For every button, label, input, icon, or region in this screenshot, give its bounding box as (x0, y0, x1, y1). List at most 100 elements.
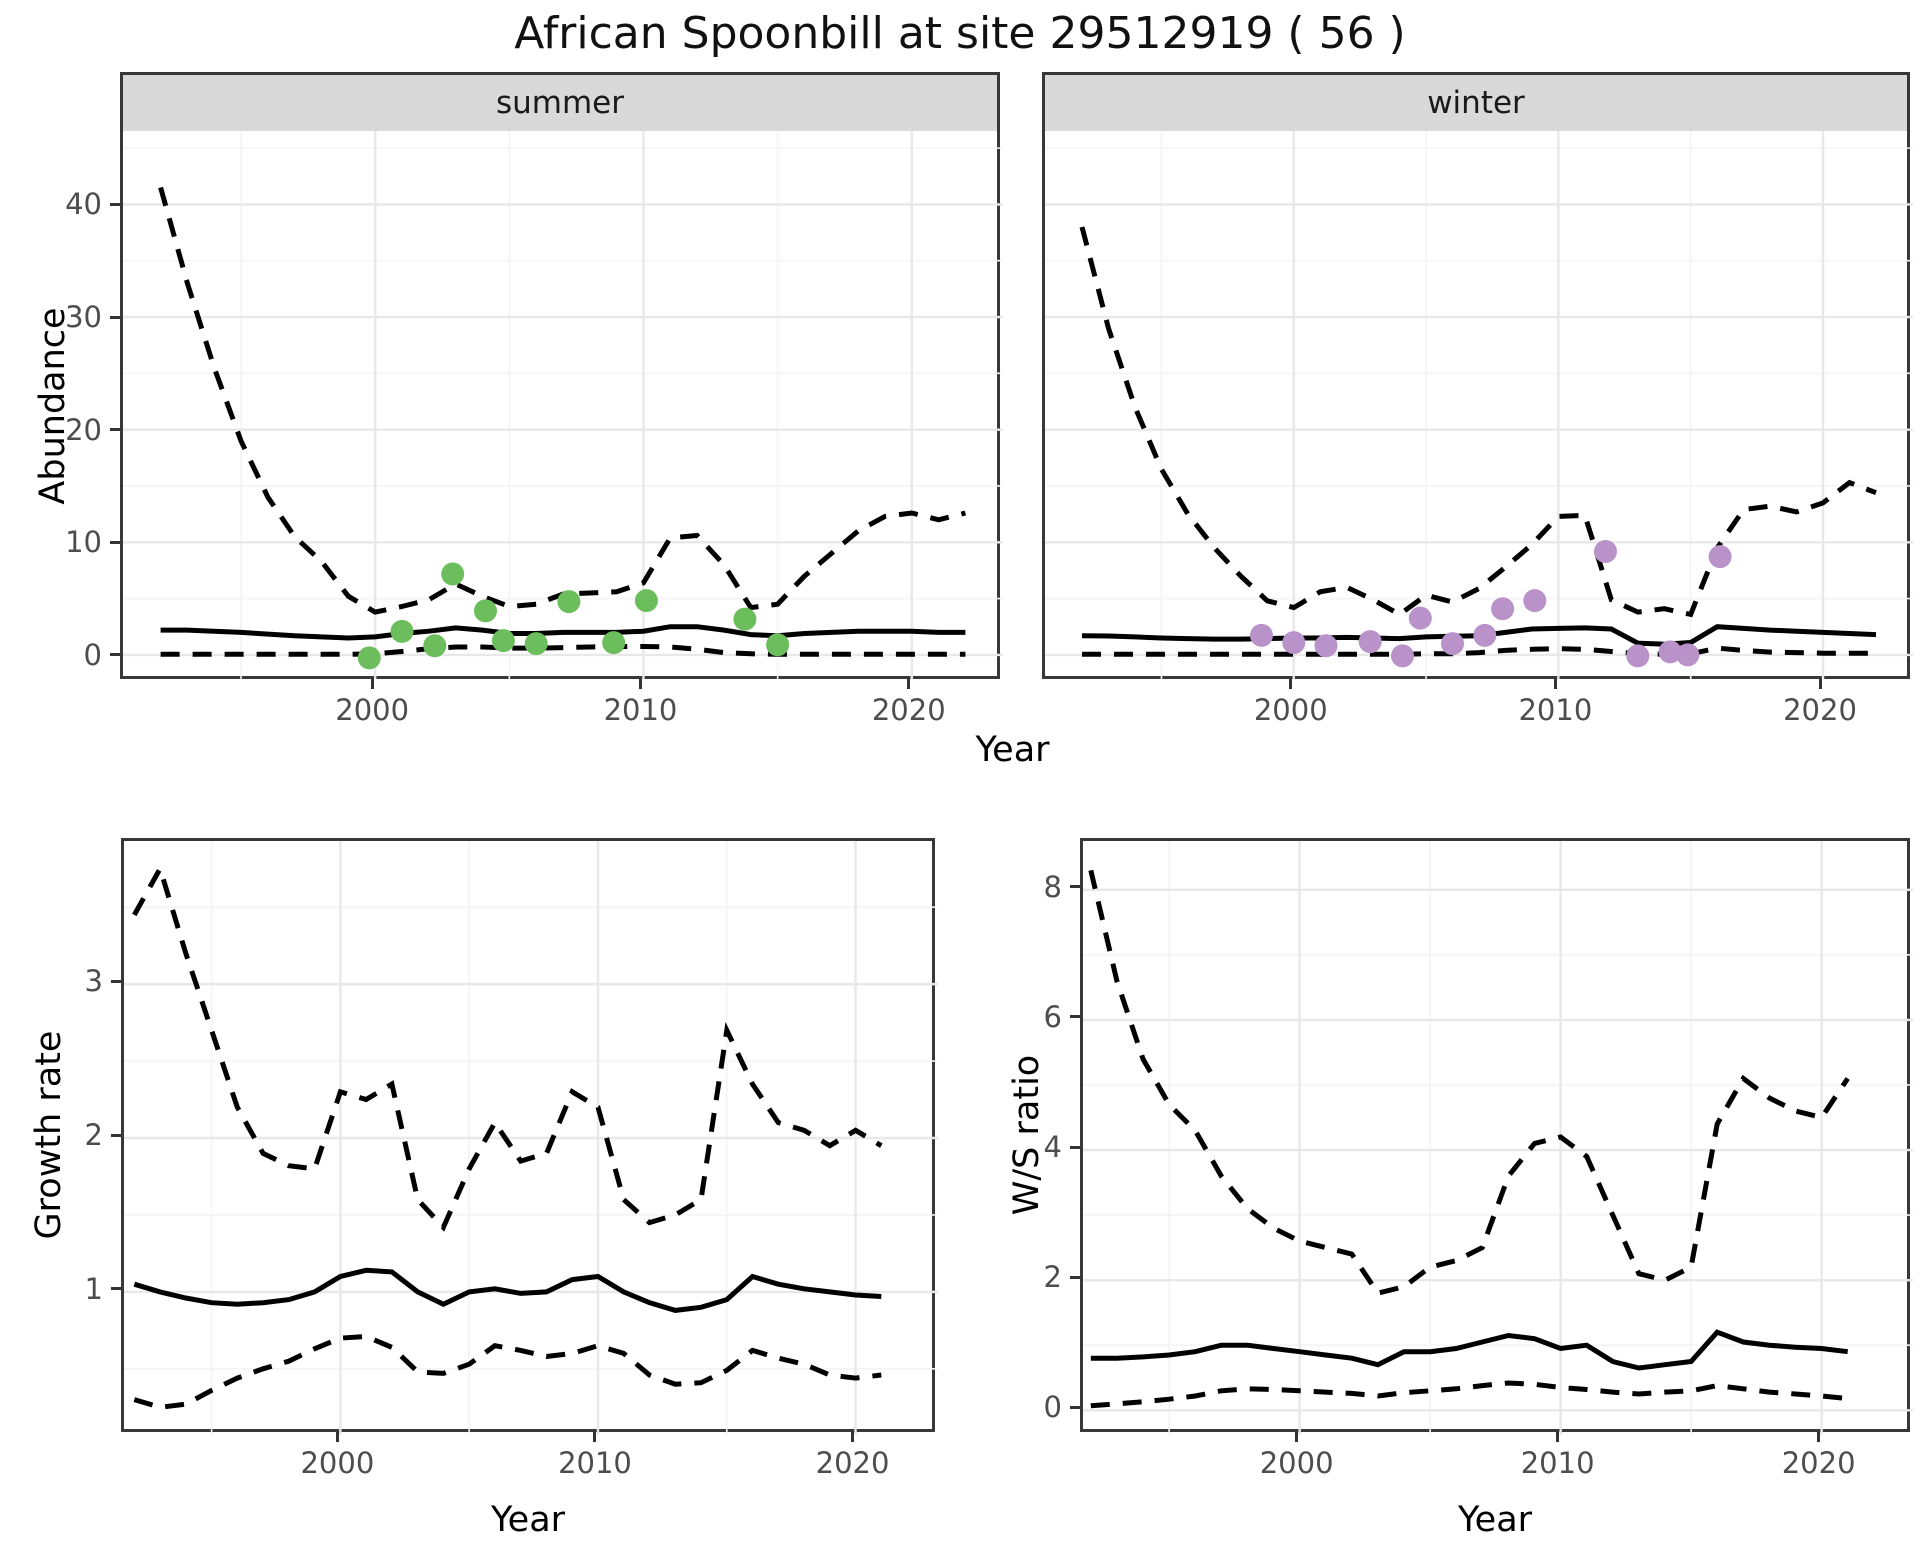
plot-area-ws (1083, 841, 1913, 1435)
plot-area-summer (123, 131, 1003, 679)
y-tick-mark (110, 653, 120, 657)
x-tick-label: 2000 (1259, 1446, 1334, 1480)
y-tick-label: 6 (1043, 999, 1062, 1034)
y-tick-label: 30 (65, 300, 102, 335)
x-tick-label: 2000 (300, 1446, 375, 1480)
y-tick-mark (111, 1133, 121, 1137)
x-tick-label: 2020 (815, 1446, 890, 1480)
y-tick-label: 10 (65, 525, 102, 560)
data-point-summer (357, 646, 381, 670)
x-tick-label: 2020 (1781, 1446, 1856, 1480)
data-point-summer (602, 631, 626, 655)
y-tick-mark (1070, 1145, 1080, 1149)
x-tick-mark (1817, 1432, 1821, 1442)
data-point-winter (1594, 540, 1617, 563)
data-point-summer (474, 599, 497, 623)
y-tick-label: 8 (1043, 869, 1062, 904)
y-tick-label: 4 (1043, 1130, 1062, 1165)
series-median-ws (1090, 1329, 1849, 1371)
x-tick-mark (593, 1432, 597, 1442)
series-upper_interval-ws (1088, 869, 1850, 1297)
y-tick-label: 1 (84, 1271, 103, 1306)
x-tick-label: 2010 (558, 1446, 632, 1480)
data-point-winter (1473, 623, 1497, 647)
data-point-summer (557, 590, 581, 614)
series-median-growth (133, 1267, 882, 1313)
series-lower_interval-winter (1082, 645, 1876, 657)
facet-strip-winter-label: winter (1427, 85, 1525, 121)
y-tick-mark (110, 202, 120, 206)
y-tick-mark (1070, 885, 1080, 889)
data-point-winter (1523, 589, 1547, 613)
data-point-winter (1250, 623, 1273, 647)
plot-area-growth (124, 841, 938, 1435)
series-lower_interval-summer (160, 644, 966, 657)
data-point-winter (1282, 631, 1306, 655)
y-tick-label: 20 (65, 412, 102, 447)
x-tick-label: 2020 (1783, 693, 1857, 727)
series-lower_interval-ws (1090, 1380, 1848, 1409)
x-axis-title-growth: Year (490, 1500, 566, 1540)
series-upper_interval-summer (158, 186, 967, 615)
chart-title: African Spoonbill at site 29512919 ( 56 … (514, 8, 1406, 59)
panel-abundance-winter (1042, 131, 1913, 679)
y-tick-mark (1070, 1275, 1080, 1279)
data-point-summer (390, 619, 414, 643)
data-point-winter (1391, 644, 1414, 668)
y-tick-label: 3 (84, 964, 103, 999)
series-median-summer (160, 624, 966, 641)
y-tick-label: 40 (65, 187, 102, 222)
y-tick-mark (110, 428, 120, 432)
plot-area-winter (1045, 131, 1913, 679)
y-tick-label: 2 (84, 1118, 103, 1152)
panel-growth-rate (121, 838, 938, 1435)
data-point-winter (1491, 597, 1515, 621)
y-tick-label: 0 (1043, 1390, 1062, 1425)
data-point-winter (1708, 545, 1732, 569)
data-point-summer (441, 562, 465, 586)
y-tick-mark (110, 315, 120, 319)
data-point-summer (524, 632, 548, 656)
x-axis-title-top: Year (975, 730, 1050, 770)
data-point-winter (1314, 634, 1338, 658)
data-point-summer (423, 634, 447, 658)
data-point-winter (1658, 640, 1682, 664)
x-tick-mark (1553, 679, 1557, 689)
x-tick-label: 2010 (1518, 693, 1593, 727)
facet-strip-winter: winter (1042, 72, 1910, 134)
x-tick-mark (907, 679, 911, 689)
x-tick-label: 2010 (603, 693, 678, 727)
panel-abundance-summer (120, 131, 1003, 679)
x-tick-mark (1556, 1432, 1560, 1442)
x-tick-mark (370, 679, 374, 689)
data-point-summer (733, 607, 757, 631)
data-point-winter (1676, 643, 1700, 667)
series-upper_interval-winter (1079, 226, 1877, 618)
y-tick-label: 0 (83, 637, 102, 672)
data-point-winter (1441, 632, 1464, 656)
x-axis-title-ws: Year (1457, 1500, 1533, 1540)
y-tick-label: 2 (1043, 1260, 1062, 1295)
panel-ws-ratio (1080, 838, 1913, 1435)
x-tick-mark (1295, 1432, 1299, 1442)
data-point-summer (491, 629, 515, 653)
y-tick-mark (1070, 1405, 1080, 1409)
data-point-winter (1358, 630, 1382, 654)
x-tick-mark (335, 1432, 339, 1442)
series-upper_interval-growth (132, 862, 883, 1232)
x-tick-mark (851, 1432, 855, 1442)
data-point-winter (1408, 606, 1432, 630)
y-tick-mark (111, 979, 121, 983)
x-tick-mark (1289, 679, 1293, 689)
x-tick-label: 2020 (871, 693, 946, 727)
data-point-summer (766, 633, 790, 657)
y-tick-mark (1070, 1015, 1080, 1019)
facet-strip-summer-label: summer (495, 85, 624, 121)
x-tick-label: 2010 (1520, 1446, 1595, 1480)
data-point-winter (1626, 644, 1650, 668)
series-lower_interval-growth (133, 1333, 882, 1410)
x-tick-label: 2000 (1253, 693, 1328, 727)
x-tick-mark (1818, 679, 1822, 689)
x-tick-mark (638, 679, 642, 689)
